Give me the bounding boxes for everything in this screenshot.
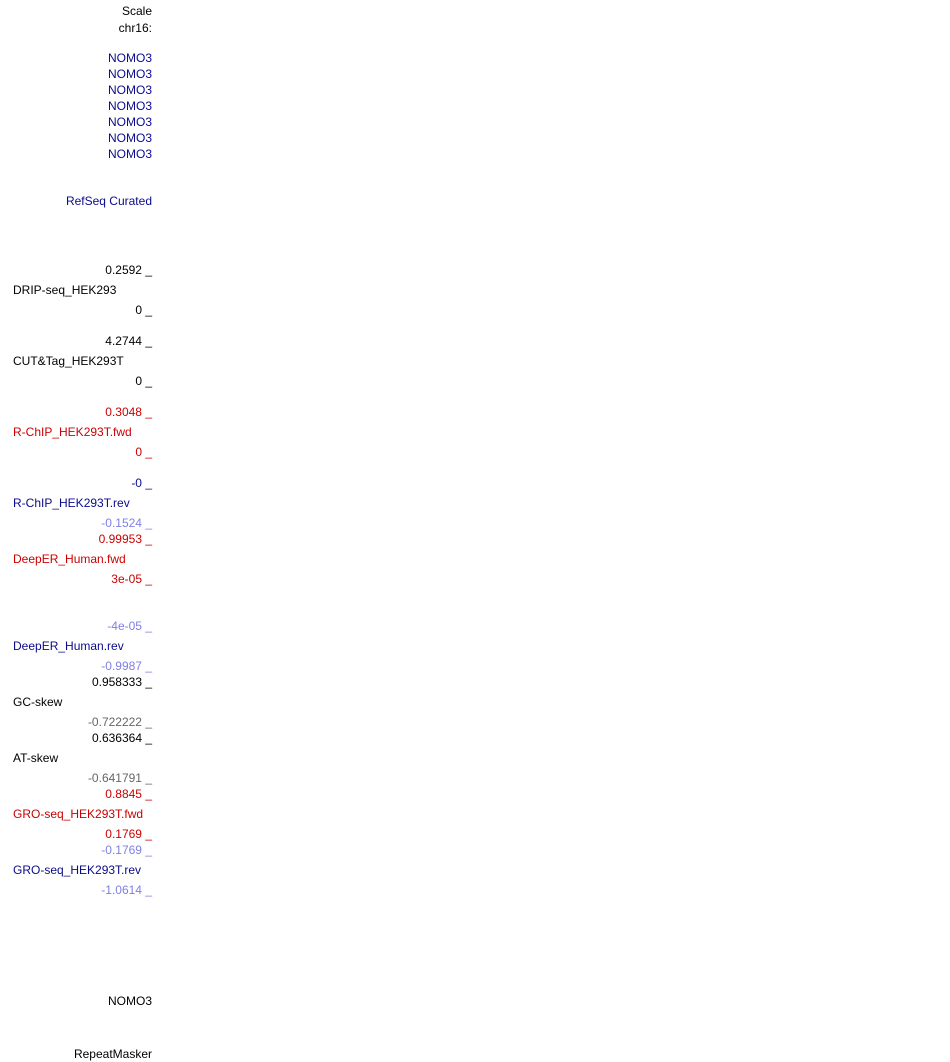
track-min-value: 0 _ bbox=[135, 303, 152, 317]
track-label-at-skew[interactable]: AT-skew bbox=[13, 751, 59, 765]
track-min-value: -0.1524 _ bbox=[101, 516, 152, 530]
track-max-value: 0.8845 _ bbox=[105, 787, 152, 801]
track-min-value: -0.641791 _ bbox=[87, 771, 152, 785]
track-label-deeper-fwd[interactable]: DeepER_Human.fwd bbox=[13, 552, 126, 566]
track-label-repeatmasker[interactable]: RepeatMasker bbox=[73, 1047, 152, 1061]
gene-label[interactable]: NOMO3 bbox=[107, 99, 152, 113]
track-max-value: 0.99953 _ bbox=[98, 532, 152, 546]
gene-label[interactable]: NOMO3 bbox=[107, 67, 152, 81]
track-max-value: 0.636364 _ bbox=[91, 731, 152, 745]
scale-label: Scale bbox=[121, 4, 152, 18]
chrom-label: chr16: bbox=[118, 21, 152, 35]
gene-label-bottom[interactable]: NOMO3 bbox=[107, 994, 152, 1008]
track-label-gro-seq-rev[interactable]: GRO-seq_HEK293T.rev bbox=[13, 863, 142, 877]
track-min-value: -0.9987 _ bbox=[101, 659, 152, 673]
track-max-value: 0.3048 _ bbox=[105, 405, 152, 419]
track-min-value: -0.722222 _ bbox=[87, 715, 152, 729]
track-min-value: 0.1769 _ bbox=[105, 827, 152, 841]
track-max-value: -0 _ bbox=[131, 476, 152, 490]
track-min-value: 0 _ bbox=[135, 374, 152, 388]
track-min-value: 3e-05 _ bbox=[111, 572, 152, 586]
track-max-value: 0.2592 _ bbox=[105, 263, 152, 277]
track-label-refseq-curated[interactable]: RefSeq Curated bbox=[65, 194, 152, 208]
track-label-cut-tag[interactable]: CUT&Tag_HEK293T bbox=[13, 354, 124, 368]
gene-label[interactable]: NOMO3 bbox=[107, 51, 152, 65]
gene-label[interactable]: NOMO3 bbox=[107, 83, 152, 97]
track-min-value: 0 _ bbox=[135, 445, 152, 459]
track-max-value: 0.958333 _ bbox=[91, 675, 152, 689]
gene-label[interactable]: NOMO3 bbox=[107, 147, 152, 161]
track-max-value: -4e-05 _ bbox=[107, 619, 152, 633]
gene-label[interactable]: NOMO3 bbox=[107, 131, 152, 145]
track-label-gro-seq-fwd[interactable]: GRO-seq_HEK293T.fwd bbox=[13, 807, 144, 821]
track-label-r-chip-fwd[interactable]: R-ChIP_HEK293T.fwd bbox=[13, 425, 132, 439]
track-label-deeper-rev[interactable]: DeepER_Human.rev bbox=[13, 639, 124, 653]
track-min-value: -1.0614 _ bbox=[101, 883, 152, 897]
track-max-value: -0.1769 _ bbox=[101, 843, 152, 857]
track-label-r-chip-rev[interactable]: R-ChIP_HEK293T.rev bbox=[13, 496, 130, 510]
gene-label[interactable]: NOMO3 bbox=[107, 115, 152, 129]
track-label-gc-skew[interactable]: GC-skew bbox=[13, 695, 63, 709]
track-max-value: 4.2744 _ bbox=[105, 334, 152, 348]
track-label-drip-seq[interactable]: DRIP-seq_HEK293 bbox=[13, 283, 117, 297]
